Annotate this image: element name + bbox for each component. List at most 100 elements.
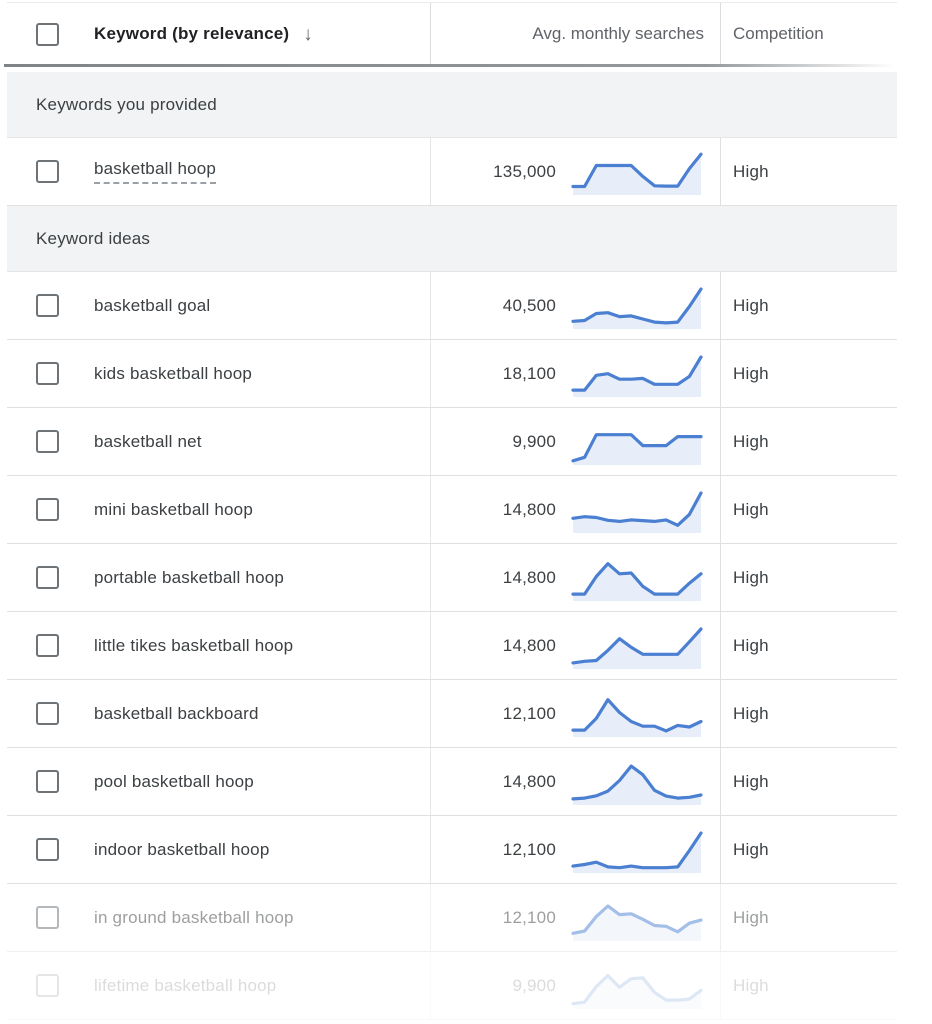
- table-row[interactable]: basketball hoop 135,000 High: [7, 138, 897, 206]
- table-row[interactable]: basketball net 9,900 High: [7, 408, 897, 476]
- row-checkbox[interactable]: [36, 362, 59, 385]
- avg-monthly-searches-value: 40,500: [502, 295, 556, 315]
- competition-cell: High: [721, 680, 897, 747]
- keyword-text: basketball net: [94, 431, 202, 451]
- keyword-text: lifetime basketball hoop: [94, 975, 277, 995]
- row-checkbox[interactable]: [36, 974, 59, 997]
- keyword-cell: indoor basketball hoop: [7, 816, 430, 883]
- table-body: Keywords you provided basketball hoop 135,…: [7, 72, 897, 1020]
- avg-monthly-searches-value: 12,100: [502, 703, 556, 723]
- competition-cell: High: [721, 476, 897, 543]
- keyword-text: basketball backboard: [94, 703, 259, 723]
- competition-value: High: [733, 635, 769, 655]
- searches-cell: 14,800: [430, 748, 721, 815]
- competition-cell: High: [721, 884, 897, 951]
- competition-value: High: [733, 161, 769, 181]
- keyword-text: mini basketball hoop: [94, 499, 253, 519]
- column-header-searches[interactable]: Avg. monthly searches: [532, 24, 704, 43]
- row-checkbox[interactable]: [36, 702, 59, 725]
- keyword-cell: basketball hoop: [7, 138, 430, 205]
- search-trend-sparkline: [571, 830, 703, 873]
- avg-monthly-searches-value: 18,100: [502, 363, 556, 383]
- searches-cell: 14,800: [430, 476, 721, 543]
- searches-cell: 12,100: [430, 680, 721, 747]
- competition-value: High: [733, 295, 769, 315]
- keyword-text: portable basketball hoop: [94, 567, 285, 587]
- table-row[interactable]: little tikes basketball hoop 14,800 High: [7, 612, 897, 680]
- avg-monthly-searches-value: 12,100: [502, 839, 556, 859]
- table-row[interactable]: portable basketball hoop 14,800 High: [7, 544, 897, 612]
- row-checkbox[interactable]: [36, 430, 59, 453]
- keyword-cell: mini basketball hoop: [7, 476, 430, 543]
- competition-value: High: [733, 839, 769, 859]
- searches-cell: 9,900: [430, 408, 721, 475]
- keyword-cell: in ground basketball hoop: [7, 884, 430, 951]
- sort-descending-icon[interactable]: ↓: [303, 24, 313, 45]
- keyword-cell: basketball net: [7, 408, 430, 475]
- avg-monthly-searches-value: 14,800: [502, 567, 556, 587]
- search-trend-sparkline: [571, 697, 703, 737]
- table-row[interactable]: mini basketball hoop 14,800 High: [7, 476, 897, 544]
- competition-cell: High: [721, 272, 897, 339]
- avg-monthly-searches-value: 14,800: [502, 771, 556, 791]
- keyword-cell: kids basketball hoop: [7, 340, 430, 407]
- searches-cell: 18,100: [430, 340, 721, 407]
- row-checkbox[interactable]: [36, 294, 59, 317]
- competition-cell: High: [721, 952, 897, 1019]
- table-row[interactable]: indoor basketball hoop 12,100 High: [7, 816, 897, 884]
- keyword-cell: basketball backboard: [7, 680, 430, 747]
- searches-cell: 14,800: [430, 612, 721, 679]
- section-header: Keywords you provided: [7, 72, 897, 138]
- searches-cell: 12,100: [430, 884, 721, 951]
- search-trend-sparkline: [571, 903, 703, 941]
- avg-monthly-searches-value: 14,800: [502, 635, 556, 655]
- table-row[interactable]: pool basketball hoop 14,800 High: [7, 748, 897, 816]
- avg-monthly-searches-value: 14,800: [502, 499, 556, 519]
- search-trend-sparkline: [571, 490, 703, 533]
- search-trend-sparkline: [571, 432, 703, 465]
- competition-value: High: [733, 431, 769, 451]
- select-all-checkbox[interactable]: [36, 22, 59, 46]
- search-trend-sparkline: [571, 354, 703, 397]
- table-row[interactable]: in ground basketball hoop 12,100 High: [7, 884, 897, 952]
- avg-monthly-searches-value: 9,900: [512, 975, 556, 995]
- competition-value: High: [733, 499, 769, 519]
- searches-cell: 135,000: [430, 138, 721, 205]
- header-cell-searches: Avg. monthly searches: [430, 3, 721, 65]
- keyword-cell: pool basketball hoop: [7, 748, 430, 815]
- row-checkbox[interactable]: [36, 160, 59, 183]
- row-checkbox[interactable]: [36, 566, 59, 589]
- competition-value: High: [733, 907, 769, 927]
- row-checkbox[interactable]: [36, 838, 59, 861]
- competition-value: High: [733, 363, 769, 383]
- searches-cell: 12,100: [430, 816, 721, 883]
- column-header-competition[interactable]: Competition: [733, 24, 824, 43]
- competition-cell: High: [721, 748, 897, 815]
- section-header: Keyword ideas: [7, 206, 897, 272]
- row-checkbox[interactable]: [36, 770, 59, 793]
- competition-value: High: [733, 567, 769, 587]
- row-checkbox[interactable]: [36, 498, 59, 521]
- table-row[interactable]: basketball backboard 12,100 High: [7, 680, 897, 748]
- searches-cell: 40,500: [430, 272, 721, 339]
- competition-value: High: [733, 771, 769, 791]
- column-header-keyword[interactable]: Keyword (by relevance): [94, 24, 290, 43]
- header-shadow-divider: [4, 64, 905, 67]
- keyword-cell: basketball goal: [7, 272, 430, 339]
- search-trend-sparkline: [571, 152, 703, 195]
- search-trend-sparkline: [571, 561, 703, 601]
- header-cell-keyword: Keyword (by relevance) ↓: [7, 3, 430, 65]
- row-checkbox[interactable]: [36, 906, 59, 929]
- competition-value: High: [733, 975, 769, 995]
- table-row[interactable]: lifetime basketball hoop 9,900 High: [7, 952, 897, 1020]
- competition-cell: High: [721, 340, 897, 407]
- keyword-text[interactable]: basketball hoop: [94, 159, 217, 184]
- row-checkbox[interactable]: [36, 634, 59, 657]
- table-row[interactable]: kids basketball hoop 18,100 High: [7, 340, 897, 408]
- search-trend-sparkline: [571, 626, 703, 669]
- keyword-text: little tikes basketball hoop: [94, 635, 294, 655]
- table-row[interactable]: basketball goal 40,500 High: [7, 272, 897, 340]
- table-header: Keyword (by relevance) ↓ Avg. monthly se…: [7, 3, 897, 65]
- competition-cell: High: [721, 138, 897, 205]
